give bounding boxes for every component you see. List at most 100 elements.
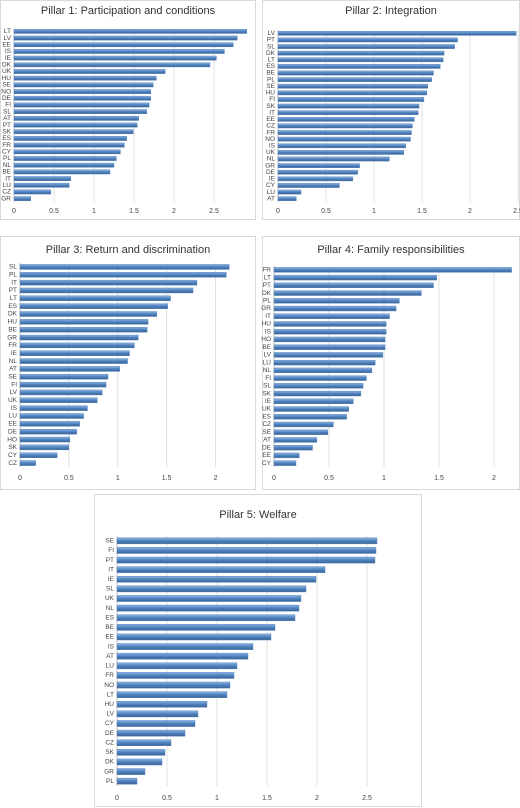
category-label: IT xyxy=(5,175,11,182)
category-label: ES xyxy=(2,135,11,142)
bar xyxy=(13,55,217,61)
bar xyxy=(277,57,444,63)
bar xyxy=(273,344,386,350)
bar xyxy=(19,413,84,419)
chart-panel: Pillar 2: Integration00.511.522.5LVPTSLD… xyxy=(262,0,520,220)
bar xyxy=(19,444,70,451)
category-label: SK xyxy=(8,444,17,451)
chart-title: Pillar 1: Participation and conditions xyxy=(41,5,216,17)
bar xyxy=(277,70,434,76)
bar xyxy=(13,75,157,81)
bar xyxy=(116,614,296,622)
category-label: HU xyxy=(266,90,276,97)
bar xyxy=(116,585,307,593)
category-label: GR xyxy=(104,768,114,775)
category-label: LV xyxy=(264,352,272,359)
category-label: NO xyxy=(265,136,275,143)
category-label: SK xyxy=(2,128,11,135)
category-label: HU xyxy=(262,321,272,328)
category-label: GR xyxy=(1,195,11,202)
x-tick-label: 1 xyxy=(382,475,386,482)
bar xyxy=(13,35,238,41)
category-label: LV xyxy=(268,30,276,37)
category-label: UK xyxy=(262,406,272,413)
bar xyxy=(277,50,445,56)
x-tick-label: 2.5 xyxy=(513,208,520,215)
x-tick-label: 1.5 xyxy=(129,208,139,215)
bar xyxy=(273,390,362,397)
bar xyxy=(13,136,128,141)
bar xyxy=(116,633,272,641)
bar xyxy=(116,575,317,583)
category-label: IE xyxy=(269,176,276,183)
bar xyxy=(19,405,88,411)
category-label: IS xyxy=(11,405,18,412)
category-label: FI xyxy=(269,96,275,103)
bar xyxy=(19,350,130,356)
category-label: DE xyxy=(8,428,18,435)
category-label: IT xyxy=(108,566,114,573)
bar xyxy=(116,768,146,775)
bar xyxy=(13,49,225,54)
bar xyxy=(19,279,198,286)
bar xyxy=(13,169,111,175)
category-label: HU xyxy=(8,319,18,326)
category-label: ES xyxy=(8,303,17,310)
category-label: IS xyxy=(5,48,12,55)
category-label: IS xyxy=(108,643,115,650)
chart-title: Pillar 5: Welfare xyxy=(219,509,296,521)
panel-frame xyxy=(262,0,520,220)
bar xyxy=(277,156,390,162)
category-label: GR xyxy=(261,305,271,312)
category-label: CY xyxy=(266,182,276,189)
bar xyxy=(116,691,228,698)
category-label: LT xyxy=(107,691,114,698)
bar xyxy=(19,342,135,349)
bar xyxy=(13,142,125,148)
category-label: EE xyxy=(105,634,114,641)
x-tick-label: 2 xyxy=(492,475,496,482)
bar xyxy=(273,329,387,335)
bar xyxy=(273,274,438,281)
bar xyxy=(19,319,149,325)
bar xyxy=(273,290,422,296)
category-label: GR xyxy=(7,334,17,341)
x-tick-label: 0 xyxy=(276,208,280,215)
category-label: AT xyxy=(9,366,17,373)
category-label: FR xyxy=(262,267,271,274)
category-label: SE xyxy=(262,429,271,436)
category-label: HO xyxy=(7,436,17,443)
category-label: NL xyxy=(263,367,272,374)
category-label: AT xyxy=(3,115,11,122)
bar xyxy=(116,749,166,756)
bar xyxy=(273,406,350,412)
bar xyxy=(277,44,455,49)
bar xyxy=(19,303,168,309)
bar xyxy=(277,64,441,69)
category-label: LU xyxy=(9,413,18,420)
category-label: SL xyxy=(9,264,17,271)
bar xyxy=(116,777,138,785)
bar xyxy=(13,156,117,161)
category-label: LV xyxy=(4,35,12,42)
category-label: HO xyxy=(261,336,271,343)
bar xyxy=(273,267,512,273)
bar xyxy=(13,149,121,155)
chart-title: Pillar 4: Family responsibilities xyxy=(317,244,465,256)
bar xyxy=(13,95,152,101)
category-label: UK xyxy=(105,595,115,602)
category-label: CY xyxy=(262,460,272,467)
category-label: DE xyxy=(266,169,276,176)
bar xyxy=(19,326,148,333)
chart-panel: Pillar 4: Family responsibilities 0 0.5 1 1.… xyxy=(261,236,520,490)
bar xyxy=(277,169,358,175)
bar xyxy=(116,720,196,727)
bar xyxy=(277,77,432,82)
bar xyxy=(277,150,404,155)
bar xyxy=(273,437,318,443)
x-tick-label: 0 xyxy=(18,475,22,482)
category-label: AT xyxy=(106,653,114,660)
chart-panel: Pillar 1: Participation and conditions 0 0… xyxy=(0,0,256,220)
bar xyxy=(13,116,140,121)
bar xyxy=(116,739,172,747)
